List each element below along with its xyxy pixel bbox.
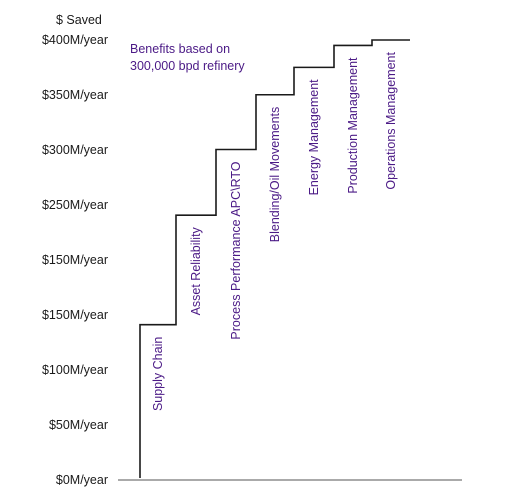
- savings-step-line: [139, 39, 410, 478]
- y-tick-label: $150M/year: [42, 253, 108, 267]
- category-label: Energy Management: [307, 79, 321, 196]
- annotation-line-2: 300,000 bpd refinery: [130, 59, 245, 73]
- y-tick-label: $300M/year: [42, 143, 108, 157]
- y-tick-labels: $0M/year $50M/year $100M/year $150M/year $15…: [42, 33, 108, 487]
- category-label: Production Management: [346, 57, 360, 194]
- category-label: Supply Chain: [151, 337, 165, 411]
- category-label: Process Performance APC\RTO: [229, 161, 243, 339]
- y-axis-title: $ Saved: [56, 13, 102, 27]
- y-tick-label: $0M/year: [56, 473, 108, 487]
- y-tick-label: $350M/year: [42, 88, 108, 102]
- category-label: Blending/Oil Movements: [268, 107, 282, 242]
- category-label: Asset Reliability: [189, 226, 203, 315]
- y-tick-label: $250M/year: [42, 198, 108, 212]
- category-label: Operations Management: [384, 51, 398, 189]
- y-tick-label: $150M/year: [42, 308, 108, 322]
- y-tick-label: $50M/year: [49, 418, 108, 432]
- benefit-category-labels: Supply Chain Asset Reliability Process Per…: [151, 51, 398, 411]
- y-tick-label: $100M/year: [42, 363, 108, 377]
- annotation-line-1: Benefits based on: [130, 42, 230, 56]
- y-tick-label: $400M/year: [42, 33, 108, 47]
